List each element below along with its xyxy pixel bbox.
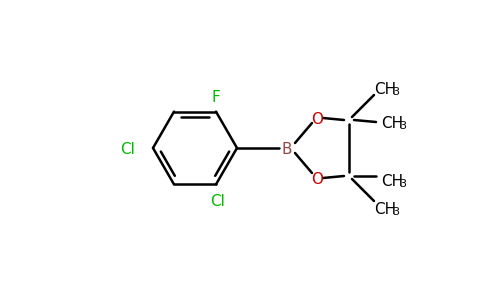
Text: O: O — [311, 172, 323, 187]
Text: 3: 3 — [399, 179, 406, 189]
Text: 3: 3 — [399, 121, 406, 131]
Text: B: B — [282, 142, 292, 157]
Text: 3: 3 — [392, 87, 399, 97]
Text: F: F — [212, 90, 220, 105]
Text: 3: 3 — [392, 207, 399, 217]
Text: CH: CH — [381, 116, 403, 131]
Text: O: O — [311, 112, 323, 127]
Text: CH: CH — [374, 82, 396, 97]
Text: CH: CH — [374, 202, 396, 217]
Text: Cl: Cl — [120, 142, 135, 157]
Text: CH: CH — [381, 174, 403, 189]
Text: Cl: Cl — [211, 194, 226, 209]
